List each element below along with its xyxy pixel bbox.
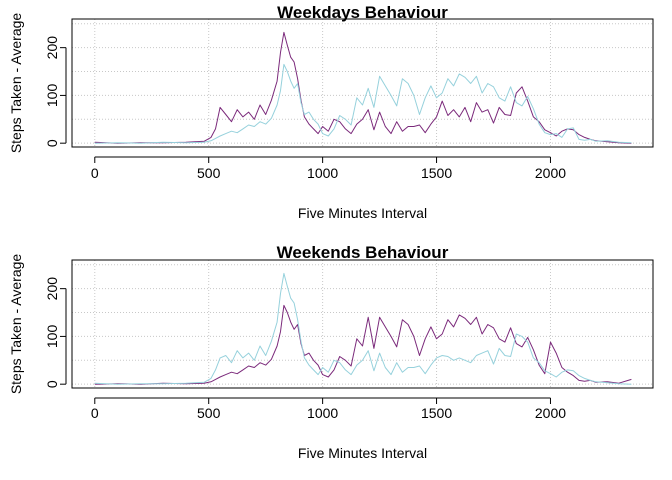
plot-frame	[71, 18, 654, 148]
series-line-lightblue	[94, 63, 632, 144]
x-tick-label: 500	[197, 405, 221, 421]
x-axis-label: Five Minutes Interval	[298, 445, 427, 461]
panel-weekends: 0 500 1000 1500 2000 0 100 200 Weekends Behavio…	[8, 243, 654, 461]
series-line-purple	[94, 31, 632, 144]
chart-title: Weekends Behaviour	[277, 243, 449, 262]
y-axis-label: Steps Taken - Average	[8, 13, 24, 154]
x-axis-label: Five Minutes Interval	[298, 205, 427, 221]
axes: 0 500 1000 1500 2000 0 100 200	[44, 36, 566, 181]
x-tick-label: 2000	[535, 165, 566, 181]
x-tick-label: 2000	[535, 405, 566, 421]
x-tick-label: 1500	[421, 165, 452, 181]
y-tick-label: 200	[44, 36, 60, 60]
x-tick-label: 500	[197, 165, 221, 181]
y-tick-label: 100	[44, 84, 60, 108]
x-tick-label: 1000	[307, 405, 338, 421]
series-line-purple	[94, 304, 632, 385]
y-tick-label: 0	[44, 139, 60, 147]
x-tick-label: 1500	[421, 405, 452, 421]
x-tick-label: 0	[91, 405, 99, 421]
chart-title: Weekdays Behaviour	[277, 3, 448, 22]
series-lines	[94, 31, 632, 144]
x-tick-label: 1000	[307, 165, 338, 181]
grid-lines	[72, 19, 653, 147]
series-line-lightblue	[94, 272, 632, 385]
axes: 0 500 1000 1500 2000 0 100 200	[44, 277, 566, 421]
panel-weekdays: 0 500 1000 1500 2000 0 100 200 Weekdays Behavio…	[8, 3, 654, 221]
y-tick-label: 100	[44, 325, 60, 349]
y-tick-label: 200	[44, 277, 60, 301]
y-tick-label: 0	[44, 380, 60, 388]
series-lines	[94, 272, 632, 385]
y-axis-label: Steps Taken - Average	[8, 254, 24, 395]
grid-lines	[72, 260, 653, 388]
x-tick-label: 0	[91, 165, 99, 181]
plot-frame	[71, 259, 654, 389]
